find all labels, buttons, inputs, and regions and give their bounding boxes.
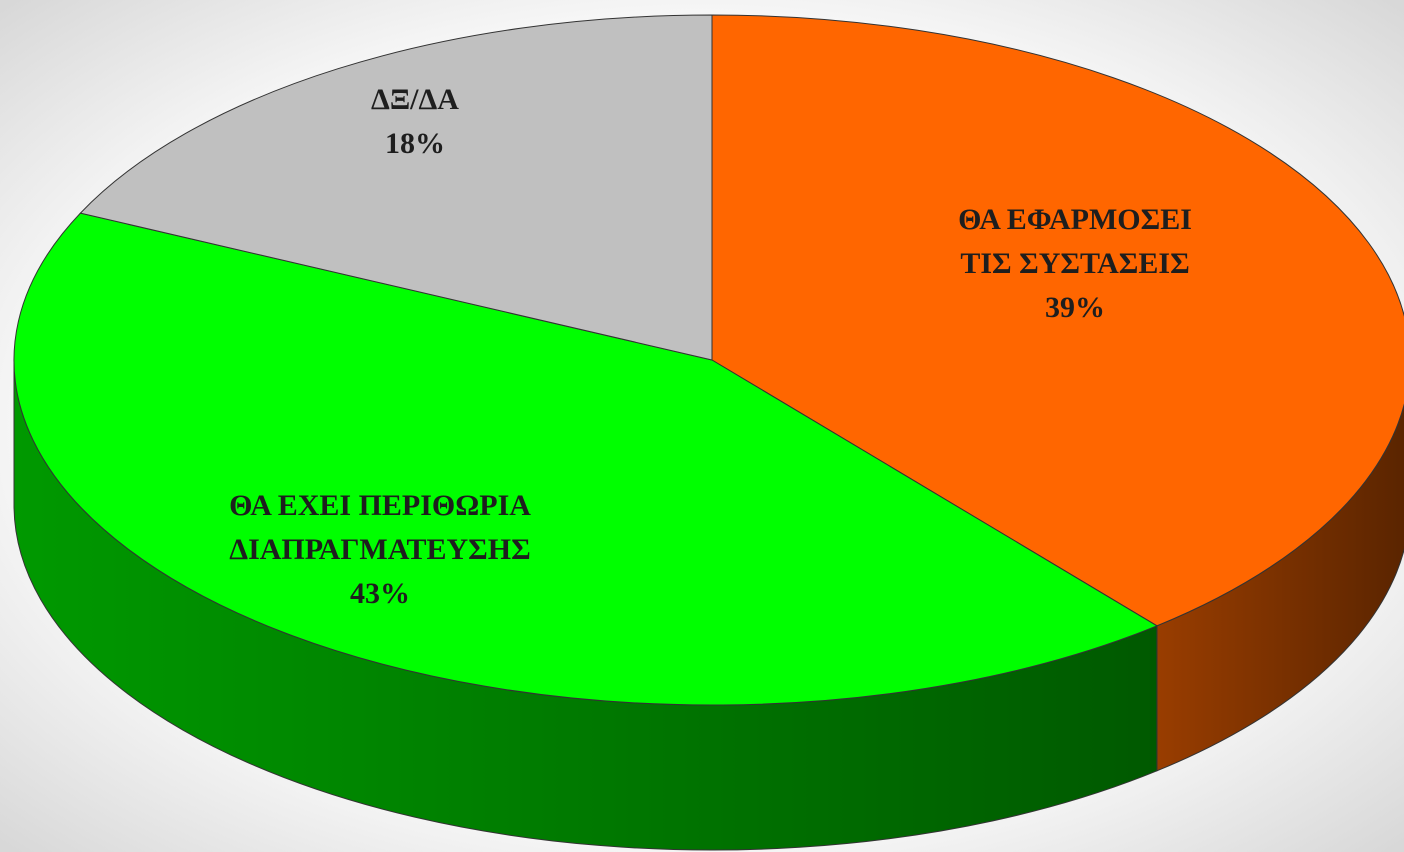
slice-value-label: 18% [385,127,445,160]
slice-label: ΤΙΣ ΣΥΣΤΑΣΕΙΣ [960,247,1189,280]
slice-value-label: 43% [350,577,410,610]
slice-value-label: 39% [1045,291,1105,324]
slice-label: ΔΙΑΠΡΑΓΜΑΤΕΥΣΗΣ [229,533,530,566]
pie-slice [711,14,1404,627]
pie-slice [13,212,1159,706]
slice-label: ΘΑ ΕΧΕΙ ΠΕΡΙΘΩΡΙΑ [229,489,531,522]
slice-label: ΔΞ/ΔΑ [371,83,459,116]
slice-label: ΘΑ ΕΦΑΡΜΟΣΕΙ [958,203,1192,236]
pie-slice [79,14,713,361]
